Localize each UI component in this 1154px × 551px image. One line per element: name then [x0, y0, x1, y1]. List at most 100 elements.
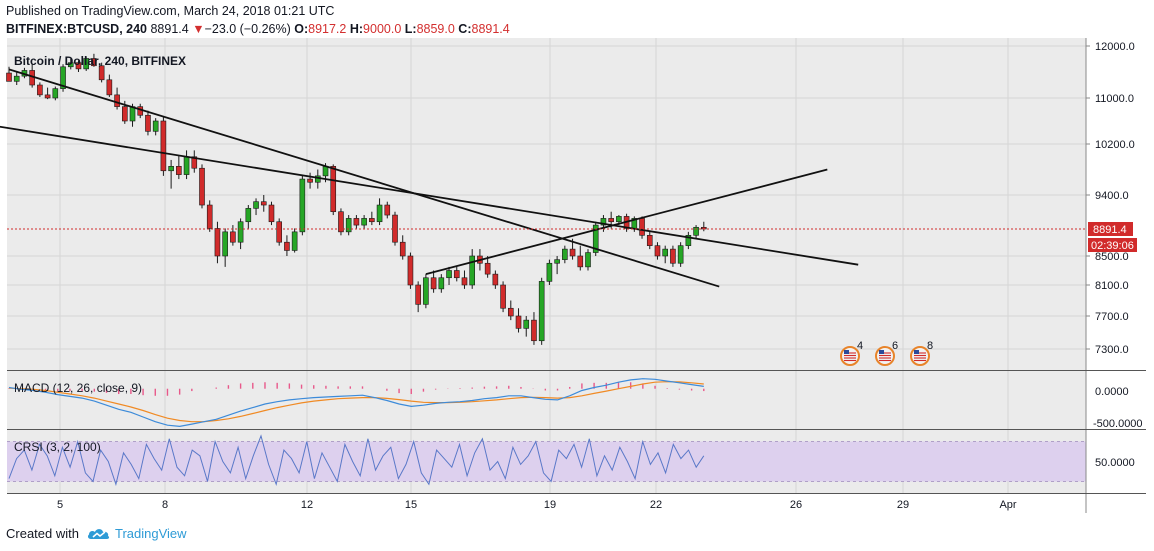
- price-tick-label: 11000.0: [1095, 93, 1134, 105]
- price-tick-label: 7700.0: [1095, 311, 1129, 323]
- candle-body: [685, 235, 692, 246]
- macd-label[interactable]: MACD (12, 26, close, 9): [14, 381, 142, 395]
- candle-body: [546, 262, 553, 282]
- price-axis[interactable]: [1086, 38, 1146, 493]
- flag-canton: [914, 350, 919, 354]
- candle-body: [639, 218, 645, 236]
- candles: [6, 53, 707, 345]
- candle-body: [98, 65, 105, 81]
- candle-body: [585, 252, 591, 268]
- candle-body: [83, 58, 89, 70]
- price-pane[interactable]: [7, 38, 1086, 370]
- symbol-label: BITFINEX:BTCUSD, 240: [6, 22, 147, 36]
- candle-body: [237, 221, 244, 243]
- candle-body: [384, 204, 391, 216]
- time-tick-label: 22: [650, 499, 662, 511]
- candle-body: [399, 241, 406, 257]
- quote-line: BITFINEX:BTCUSD, 240 8891.4 ▼−23.0 (−0.2…: [6, 22, 510, 36]
- candle-body: [608, 218, 614, 223]
- candle-body: [353, 218, 360, 226]
- tradingview-logo[interactable]: TradingView: [87, 526, 187, 541]
- trendline-rising-support: [425, 168, 828, 275]
- candle-body: [654, 245, 661, 257]
- candle-body: [492, 273, 499, 286]
- chart-svg[interactable]: 12000.0 11000.0 10200.0 9400.0 8500.0 8100.0 7…: [0, 38, 1154, 518]
- candle-body: [361, 218, 367, 226]
- candle-body: [91, 58, 97, 67]
- price-tick-label: 8500.0: [1095, 251, 1129, 263]
- trendline-falling-resistance-lower: [0, 125, 859, 266]
- macd-tick-zero: 0.0000: [1095, 386, 1129, 398]
- tradingview-brand[interactable]: TradingView: [114, 526, 187, 541]
- crsi-band: [7, 441, 1086, 482]
- candle-body: [284, 241, 290, 251]
- candle-body: [106, 79, 113, 96]
- price-tick-label: 8100.0: [1095, 280, 1129, 292]
- candle-body: [592, 224, 599, 253]
- candle-body: [214, 228, 221, 257]
- candle-body: [538, 281, 545, 342]
- candle-body: [369, 218, 375, 223]
- candle-body: [415, 284, 421, 305]
- time-axis[interactable]: [7, 493, 1086, 513]
- crsi-line: [8, 434, 705, 487]
- candle-body: [191, 156, 198, 169]
- candle-body: [253, 201, 259, 209]
- time-tick-label: 15: [405, 499, 417, 511]
- high-value: 9000.0: [363, 22, 402, 36]
- low-label: L:: [404, 22, 417, 36]
- countdown-text: 02:39:06: [1091, 240, 1134, 252]
- footer: Created with TradingView: [6, 526, 187, 541]
- time-tick-label: Apr: [999, 499, 1016, 511]
- time-tick-label: 5: [57, 499, 63, 511]
- crsi-label[interactable]: CRSI (3, 2, 100): [14, 440, 101, 454]
- candle-body: [276, 221, 283, 243]
- candle-body: [554, 259, 560, 264]
- candle-body: [129, 106, 136, 122]
- low-value: 8859.0: [416, 22, 455, 36]
- macd-pane[interactable]: [7, 371, 1086, 429]
- candle-body: [407, 255, 414, 286]
- crsi-tick-50: 50.0000: [1095, 457, 1135, 469]
- price-tick-label: 10200.0: [1095, 139, 1135, 151]
- candle-body: [330, 166, 337, 213]
- candle-body: [453, 270, 460, 279]
- candle-body: [13, 75, 20, 82]
- candle-body: [230, 231, 236, 243]
- candle-body: [646, 235, 653, 246]
- candle-body: [423, 277, 429, 305]
- candle-body: [114, 94, 120, 107]
- candle-body: [176, 166, 182, 175]
- crsi-layer: [7, 434, 1086, 487]
- price-change: −23.0 (−0.26%): [204, 22, 291, 36]
- candle-body: [37, 84, 43, 96]
- candle-body: [670, 248, 676, 264]
- published-info: Published on TradingView.com, March 24, …: [6, 4, 335, 18]
- time-tick-label: 12: [301, 499, 313, 511]
- candle-body: [322, 166, 329, 177]
- candle-body: [569, 248, 576, 257]
- candle-body: [60, 66, 66, 89]
- open-label: O:: [294, 22, 309, 36]
- time-tick-label: 8: [162, 499, 168, 511]
- candle-body: [6, 72, 12, 82]
- candle-body: [562, 248, 568, 260]
- candle-body: [446, 270, 452, 279]
- candle-body: [245, 208, 252, 223]
- candle-body: [183, 156, 190, 175]
- candle-body: [199, 167, 205, 206]
- candle-body: [145, 114, 151, 132]
- candle-body: [345, 218, 352, 233]
- candle-body: [268, 204, 275, 223]
- candle-body: [616, 216, 622, 223]
- candle-body: [260, 201, 267, 206]
- time-tick-label: 26: [790, 499, 802, 511]
- countdown-badge: [1088, 238, 1137, 252]
- time-tick-label: 19: [544, 499, 556, 511]
- price-tick-label: 9400.0: [1095, 190, 1129, 202]
- macd-signal-line: [8, 381, 704, 423]
- candle-body: [430, 277, 437, 290]
- candle-body: [75, 62, 82, 70]
- candle-body: [484, 262, 491, 275]
- candle-body: [469, 255, 476, 286]
